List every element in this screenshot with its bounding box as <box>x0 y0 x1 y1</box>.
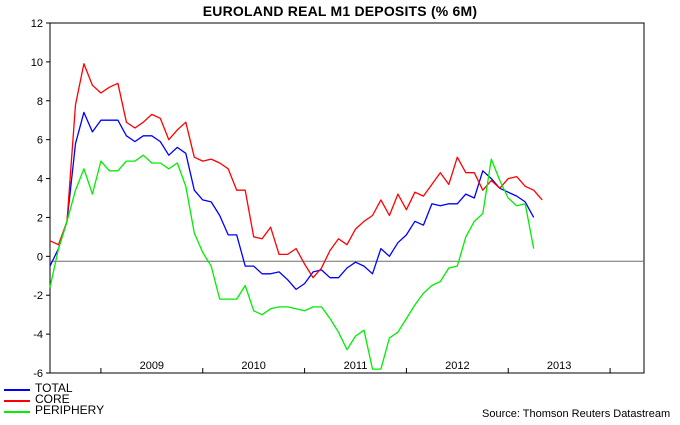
y-tick-label: -2 <box>33 290 43 302</box>
y-tick-label: -4 <box>33 329 43 341</box>
legend-swatch-total <box>4 389 30 391</box>
legend-label-total: TOTAL <box>35 381 73 395</box>
y-axis: 12 10 8 6 4 2 0 -2 -4 -6 <box>31 18 50 380</box>
x-axis: 2009 2010 2011 2012 2013 <box>100 360 611 373</box>
y-tick-label: 4 <box>37 174 43 186</box>
series-lines <box>49 63 543 370</box>
source-note: Source: Thomson Reuters Datastream <box>482 408 671 420</box>
y-tick-label: 0 <box>37 251 43 263</box>
x-tick-label: 2013 <box>547 360 571 372</box>
series-line-total <box>49 111 535 291</box>
x-tick-label: 2011 <box>344 360 368 372</box>
series-line-core <box>49 63 543 279</box>
legend-label-core: CORE <box>35 392 70 406</box>
legend-label-periphery: PERIPHERY <box>35 403 105 417</box>
y-tick-label: 8 <box>37 96 43 108</box>
legend-swatch-periphery <box>4 411 30 413</box>
plot-frame <box>49 22 645 374</box>
y-tick-label: -6 <box>33 368 43 380</box>
series-line-periphery <box>49 154 535 370</box>
y-tick-label: 12 <box>31 18 43 30</box>
y-tick-label: 6 <box>37 135 43 147</box>
x-tick-label: 2012 <box>445 360 469 372</box>
chart-title: EUROLAND REAL M1 DEPOSITS (% 6M) <box>202 3 478 19</box>
x-tick-label: 2010 <box>241 360 265 372</box>
y-tick-label: 2 <box>37 212 43 224</box>
y-tick-label: 10 <box>31 57 43 69</box>
legend-swatch-core <box>4 400 30 402</box>
x-tick-label: 2009 <box>140 360 164 372</box>
